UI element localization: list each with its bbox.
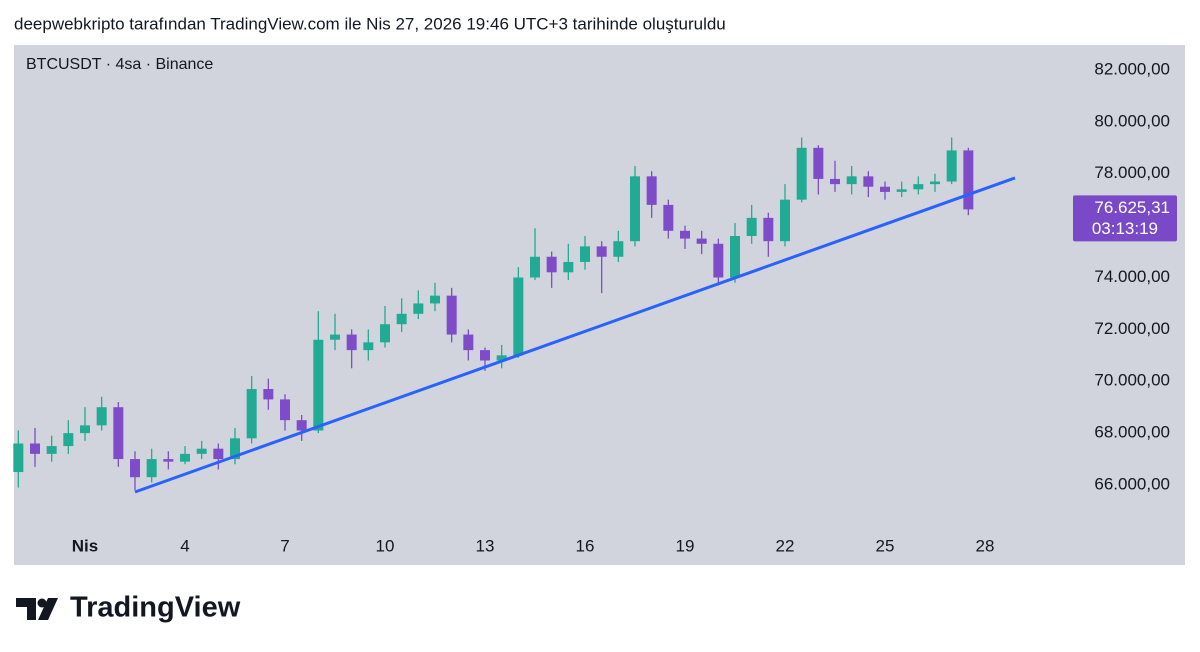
candle-body <box>880 186 890 192</box>
candle-body <box>663 204 674 231</box>
last-price-box <box>1073 195 1177 242</box>
candle-body <box>863 176 874 187</box>
candle-body <box>46 446 57 454</box>
candle-body <box>63 433 74 447</box>
y-tick-label: 66.000,00 <box>1094 474 1170 493</box>
candle-body <box>830 178 840 185</box>
y-tick-label: 70.000,00 <box>1094 371 1170 390</box>
candle-body <box>963 150 974 210</box>
candle-body <box>246 389 257 439</box>
candle-body <box>546 256 557 273</box>
candle-body <box>263 389 274 400</box>
candle-body <box>646 176 657 205</box>
candle-body <box>896 189 907 192</box>
candle-body <box>846 176 857 185</box>
header: deepwebkripto tarafından TradingView.com… <box>14 14 726 33</box>
candle-body <box>713 243 724 278</box>
candle-body <box>163 459 174 462</box>
x-tick-label: 22 <box>776 536 795 555</box>
candle-body <box>346 334 357 351</box>
candle-body <box>430 295 440 304</box>
candle-body <box>313 339 324 431</box>
candle-body <box>130 459 140 478</box>
x-tick-label: 19 <box>676 536 695 555</box>
candle-body <box>563 261 574 273</box>
candle-body <box>913 184 924 190</box>
candle-body <box>113 407 124 460</box>
candle-body <box>596 246 607 257</box>
countdown: 03:13:19 <box>1092 219 1158 238</box>
candle-body <box>746 217 757 237</box>
x-tick-label: 10 <box>376 536 395 555</box>
candle-body <box>480 350 490 361</box>
candle-body <box>230 438 240 460</box>
candle-body <box>780 199 790 242</box>
y-tick-label: 78.000,00 <box>1094 163 1170 182</box>
candle-body <box>380 324 390 343</box>
x-tick-label: 25 <box>876 536 895 555</box>
y-tick-label: 80.000,00 <box>1094 111 1170 130</box>
candle-body <box>363 342 374 351</box>
candle-body <box>446 295 457 335</box>
candle-body <box>813 147 824 179</box>
x-tick-label: 16 <box>576 536 595 555</box>
candle-body <box>763 217 774 242</box>
candle-body <box>96 407 107 426</box>
candle-body <box>146 459 157 478</box>
trendline <box>134 176 1016 494</box>
chart-title: BTCUSDT · 4sa · Binance <box>26 56 213 73</box>
candle-body <box>730 236 740 278</box>
candle-body <box>180 453 190 462</box>
candle-body <box>396 313 407 325</box>
y-tick-label: 68.000,00 <box>1094 423 1170 442</box>
candle-body <box>280 399 290 421</box>
x-tick-label: 7 <box>280 536 289 555</box>
candle-body <box>513 277 524 356</box>
candle-body <box>696 238 707 244</box>
candle-body <box>580 246 590 262</box>
candle-body <box>496 355 507 361</box>
x-tick-label: Nis <box>72 536 98 555</box>
candle-body <box>630 176 640 242</box>
logo-icon <box>16 598 58 620</box>
candle-body <box>680 230 690 239</box>
candle-body <box>946 150 957 182</box>
candle-body <box>330 334 340 340</box>
last-price-label: 76.625,31 <box>1094 198 1170 217</box>
candle-body <box>13 443 24 473</box>
candle-body <box>30 443 40 454</box>
candle-body <box>613 241 624 257</box>
x-tick-label: 4 <box>180 536 189 555</box>
candle-body <box>196 448 207 454</box>
candle-body <box>296 420 307 431</box>
candle-body <box>530 256 540 278</box>
y-tick-label: 72.000,00 <box>1094 319 1170 338</box>
x-tick-label: 28 <box>976 536 995 555</box>
candle-body <box>213 448 224 460</box>
candle-body <box>80 425 90 434</box>
x-tick-label: 13 <box>476 536 495 555</box>
candle-body <box>796 147 807 200</box>
logo-text: TradingView <box>70 592 241 624</box>
y-tick-label: 74.000,00 <box>1094 267 1170 286</box>
candle-body <box>930 181 940 185</box>
y-tick-label: 82.000,00 <box>1094 59 1170 78</box>
candle-body <box>413 303 424 314</box>
chart-pane <box>14 45 1185 565</box>
candle-body <box>463 334 474 351</box>
